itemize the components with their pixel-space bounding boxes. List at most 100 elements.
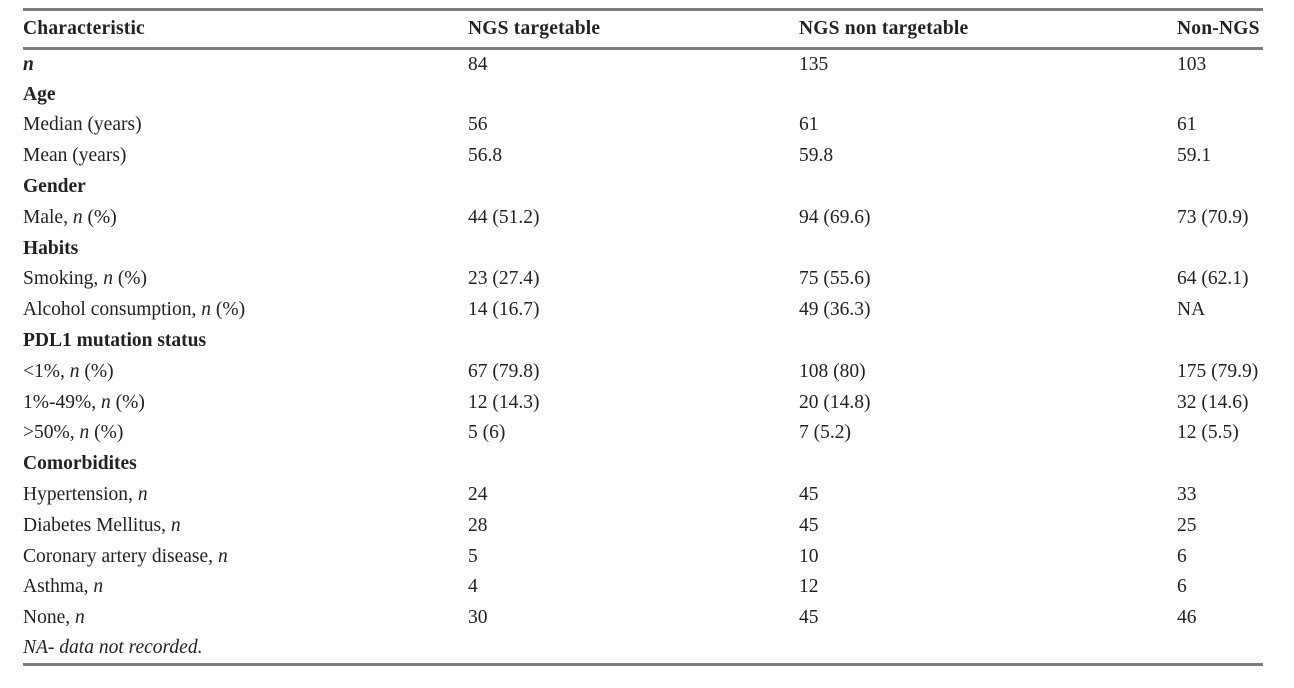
cell-value: 6 bbox=[1177, 576, 1187, 598]
column-header-non-ngs: Non-NGS bbox=[1177, 9, 1263, 50]
cell-value: 75 (55.6) bbox=[799, 268, 871, 290]
cell-value: 56.8 bbox=[468, 145, 503, 167]
cell-value: 32 (14.6) bbox=[1177, 391, 1249, 413]
cell-value: NA bbox=[1177, 299, 1206, 321]
cell-value: 175 (79.9) bbox=[1177, 360, 1259, 382]
row-label: Mean (years) bbox=[23, 145, 127, 167]
cell-value: 94 (69.6) bbox=[799, 206, 871, 228]
cell-value bbox=[468, 449, 799, 480]
column-header-ngs-non-targetable: NGS non targetable bbox=[799, 9, 1177, 50]
row-label: Habits bbox=[23, 237, 79, 259]
cell-value bbox=[468, 172, 799, 203]
cell-value: 84 bbox=[468, 53, 488, 75]
cell-value: 12 (14.3) bbox=[468, 391, 540, 413]
table-header: Characteristic NGS targetable NGS non ta… bbox=[23, 9, 1263, 50]
cell-value: 6 bbox=[1177, 545, 1187, 567]
cell-value: 64 (62.1) bbox=[1177, 268, 1249, 290]
section-row: Age bbox=[23, 79, 1263, 110]
table-row: Asthma, n 4 12 6 bbox=[23, 572, 1263, 603]
cell-value: 25 bbox=[1177, 514, 1197, 536]
table-row: Hypertension, n 24 45 33 bbox=[23, 480, 1263, 511]
row-label: PDL1 mutation status bbox=[23, 330, 207, 352]
cell-value: 45 bbox=[799, 514, 819, 536]
table-row: Smoking, n (%) 23 (27.4) 75 (55.6) 64 (62.1… bbox=[23, 264, 1263, 295]
footnote-row: NA- data not recorded. bbox=[23, 634, 1263, 665]
cell-value: 5 bbox=[468, 545, 478, 567]
row-label: Comorbidites bbox=[23, 453, 137, 475]
cell-value: 20 (14.8) bbox=[799, 391, 871, 413]
row-label: 1%-49%, n (%) bbox=[23, 391, 145, 413]
cell-value: 44 (51.2) bbox=[468, 206, 540, 228]
header-row: Characteristic NGS targetable NGS non ta… bbox=[23, 9, 1263, 50]
row-label: Male, n (%) bbox=[23, 206, 117, 228]
cell-value bbox=[1177, 79, 1263, 110]
cell-value: 12 (5.5) bbox=[1177, 422, 1239, 444]
cell-value bbox=[1177, 449, 1263, 480]
cell-value: 7 (5.2) bbox=[799, 422, 851, 444]
column-header-characteristic: Characteristic bbox=[23, 9, 468, 50]
table-row: Male, n (%) 44 (51.2) 94 (69.6) 73 (70.9) bbox=[23, 202, 1263, 233]
table-row: n 84 135 103 bbox=[23, 49, 1263, 80]
table-row: Coronary artery disease, n 5 10 6 bbox=[23, 541, 1263, 572]
column-header-ngs-targetable: NGS targetable bbox=[468, 9, 799, 50]
cell-value: 4 bbox=[468, 576, 478, 598]
cell-value: 73 (70.9) bbox=[1177, 206, 1249, 228]
table-row: Alcohol consumption, n (%) 14 (16.7) 49 (3… bbox=[23, 295, 1263, 326]
table-row: None, n 30 45 46 bbox=[23, 603, 1263, 634]
cell-value bbox=[1177, 326, 1263, 357]
section-row: Comorbidites bbox=[23, 449, 1263, 480]
cell-value: 28 bbox=[468, 514, 488, 536]
row-label: Smoking, n (%) bbox=[23, 268, 148, 290]
cell-value bbox=[1177, 233, 1263, 264]
table-row: Diabetes Mellitus, n 28 45 25 bbox=[23, 510, 1263, 541]
cell-value: 61 bbox=[1177, 114, 1197, 136]
table-row: 1%-49%, n (%) 12 (14.3) 20 (14.8) 32 (14.6) bbox=[23, 387, 1263, 418]
row-label: Diabetes Mellitus, n bbox=[23, 514, 181, 536]
table-row: >50%, n (%) 5 (6) 7 (5.2) 12 (5.5) bbox=[23, 418, 1263, 449]
cell-value: 5 (6) bbox=[468, 422, 506, 444]
cell-value: 49 (36.3) bbox=[799, 299, 871, 321]
table-row: Median (years) 56 61 61 bbox=[23, 110, 1263, 141]
cell-value: 12 bbox=[799, 576, 819, 598]
row-label: Age bbox=[23, 83, 56, 105]
table-row: Mean (years) 56.8 59.8 59.1 bbox=[23, 141, 1263, 172]
row-label: Median (years) bbox=[23, 114, 142, 136]
footnote-text: NA- data not recorded. bbox=[23, 637, 203, 659]
cell-value: 24 bbox=[468, 484, 488, 506]
row-label: Alcohol consumption, n (%) bbox=[23, 299, 246, 321]
cell-value bbox=[799, 233, 1177, 264]
section-row: Habits bbox=[23, 233, 1263, 264]
cell-value bbox=[468, 79, 799, 110]
cell-value: 103 bbox=[1177, 53, 1207, 75]
cell-value bbox=[468, 326, 799, 357]
cell-value: 33 bbox=[1177, 484, 1197, 506]
cell-value bbox=[1177, 172, 1263, 203]
cell-value: 61 bbox=[799, 114, 819, 136]
row-label: Asthma, n bbox=[23, 576, 104, 598]
row-label: Coronary artery disease, n bbox=[23, 545, 228, 567]
row-label: Hypertension, n bbox=[23, 484, 148, 506]
cell-value: 67 (79.8) bbox=[468, 360, 540, 382]
cell-value: 59.1 bbox=[1177, 145, 1212, 167]
cell-value: 23 (27.4) bbox=[468, 268, 540, 290]
row-label: >50%, n (%) bbox=[23, 422, 124, 444]
characteristics-table: Characteristic NGS targetable NGS non ta… bbox=[23, 8, 1263, 667]
cell-value: 14 (16.7) bbox=[468, 299, 540, 321]
cell-value: 56 bbox=[468, 114, 488, 136]
section-row: Gender bbox=[23, 172, 1263, 203]
cell-value: 46 bbox=[1177, 607, 1197, 629]
section-row: PDL1 mutation status bbox=[23, 326, 1263, 357]
row-label: n bbox=[23, 53, 34, 75]
row-label: Gender bbox=[23, 176, 86, 198]
row-label: None, n bbox=[23, 607, 85, 629]
cell-value bbox=[799, 79, 1177, 110]
table-row: <1%, n (%) 67 (79.8) 108 (80) 175 (79.9) bbox=[23, 356, 1263, 387]
cell-value: 108 (80) bbox=[799, 360, 866, 382]
cell-value: 45 bbox=[799, 607, 819, 629]
row-label: <1%, n (%) bbox=[23, 360, 114, 382]
cell-value bbox=[799, 326, 1177, 357]
cell-value bbox=[799, 449, 1177, 480]
table-body: n 84 135 103 Age Median (years) 56 61 61 Mean (ye… bbox=[23, 49, 1263, 634]
cell-value: 45 bbox=[799, 484, 819, 506]
